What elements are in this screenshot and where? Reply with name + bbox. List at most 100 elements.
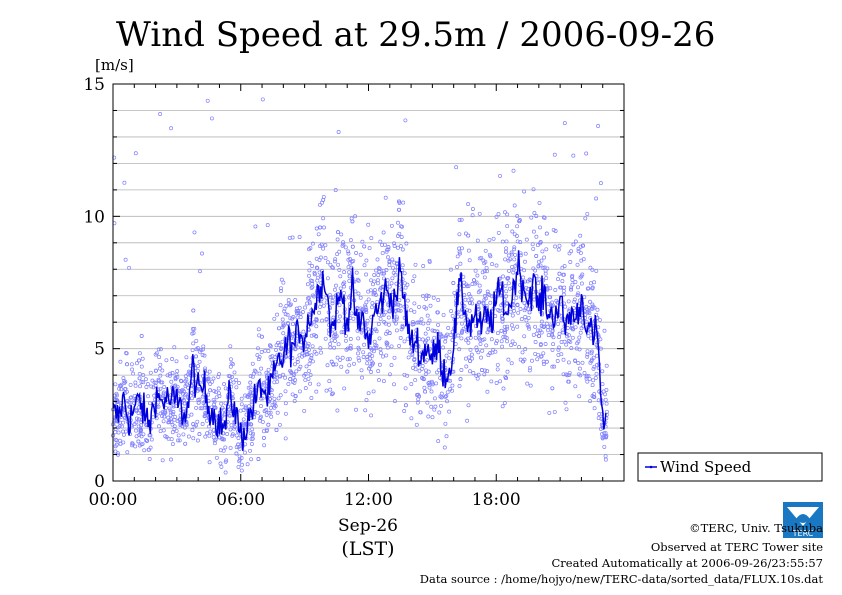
sample-point <box>450 313 455 318</box>
sample-point <box>486 353 491 358</box>
sample-point <box>377 313 382 317</box>
credit-source: Data source : /home/hojyo/new/TERC-data/… <box>420 572 824 586</box>
sample-point <box>308 373 313 377</box>
sample-point <box>579 326 584 331</box>
sample-point <box>121 376 126 381</box>
sample-point <box>578 330 583 335</box>
sample-point <box>447 409 452 414</box>
sample-point <box>448 387 453 392</box>
sample-point <box>377 266 382 271</box>
sample-point <box>317 310 322 315</box>
sample-point <box>133 151 138 156</box>
sample-point <box>425 358 429 363</box>
sample-point <box>178 390 183 395</box>
sample-point <box>423 372 428 377</box>
sample-point <box>356 336 361 341</box>
sample-point <box>403 285 408 290</box>
sample-point <box>319 242 324 247</box>
sample-point <box>332 259 337 264</box>
sample-point <box>229 374 234 379</box>
sample-point <box>473 268 478 273</box>
sample-point <box>251 371 256 376</box>
sample-point <box>561 289 566 293</box>
sample-point <box>221 407 226 412</box>
sample-point <box>312 270 317 275</box>
sample-point <box>357 358 362 363</box>
sample-point <box>295 315 300 320</box>
sample-point <box>288 302 293 307</box>
sample-point <box>512 232 517 237</box>
sample-point <box>417 304 421 309</box>
sample-point <box>429 404 434 409</box>
sample-point <box>337 249 342 254</box>
sample-point <box>309 333 314 338</box>
sample-point <box>468 347 473 352</box>
sample-point <box>392 244 397 248</box>
sample-point <box>510 313 515 318</box>
sample-point <box>262 409 267 414</box>
sample-point <box>139 364 144 369</box>
sample-point <box>602 431 607 436</box>
sample-point <box>473 281 478 286</box>
sample-point <box>283 389 288 394</box>
sample-point <box>384 249 389 254</box>
sample-point <box>562 339 567 344</box>
sample-point <box>572 299 577 304</box>
sample-point <box>509 343 513 348</box>
sample-point <box>425 400 430 405</box>
sample-point <box>196 364 200 369</box>
sample-point <box>329 359 334 364</box>
sample-point <box>281 321 286 326</box>
sample-point <box>332 339 337 343</box>
sample-point <box>457 246 462 251</box>
sample-point <box>200 422 205 426</box>
sample-point <box>505 324 510 329</box>
sample-point <box>384 340 389 345</box>
x-axis-date-label: Sep-26 <box>338 516 398 536</box>
sample-point <box>528 383 533 388</box>
sample-point <box>137 376 142 381</box>
sample-point <box>371 282 375 287</box>
sample-point <box>339 232 344 237</box>
sample-point <box>205 98 210 103</box>
sample-point <box>164 358 169 363</box>
sample-point <box>531 229 536 234</box>
sample-point <box>447 356 452 361</box>
sample-point <box>205 371 210 376</box>
sample-point <box>594 268 599 273</box>
sample-point <box>436 298 441 302</box>
sample-point <box>598 181 603 186</box>
sample-point <box>228 374 232 379</box>
credit-created: Created Automatically at 2006-09-26/23:5… <box>552 556 824 570</box>
sample-point <box>364 300 369 305</box>
sample-point <box>441 312 446 317</box>
sample-point <box>323 336 328 341</box>
sample-point <box>213 390 218 395</box>
sample-point <box>512 247 517 252</box>
sample-point <box>397 298 402 303</box>
sample-point <box>125 450 130 455</box>
sample-point <box>162 385 167 389</box>
sample-point <box>236 444 241 449</box>
sample-point <box>249 422 254 427</box>
sample-point <box>345 369 350 374</box>
sample-point <box>139 333 144 338</box>
sample-point <box>170 357 175 361</box>
sample-point <box>377 362 382 367</box>
sample-point <box>573 358 577 363</box>
sample-point <box>445 390 450 395</box>
sample-point <box>197 359 202 364</box>
sample-point <box>475 273 480 278</box>
sample-point <box>552 364 557 369</box>
sample-point <box>314 389 319 394</box>
sample-point <box>220 437 225 442</box>
sample-point <box>298 315 303 320</box>
sample-point <box>339 364 344 369</box>
sample-point <box>208 388 213 393</box>
sample-point <box>585 354 590 359</box>
sample-point <box>476 306 481 311</box>
sample-point <box>198 269 202 274</box>
sample-point <box>546 333 551 338</box>
sample-point <box>237 381 241 385</box>
sample-point <box>260 396 265 401</box>
